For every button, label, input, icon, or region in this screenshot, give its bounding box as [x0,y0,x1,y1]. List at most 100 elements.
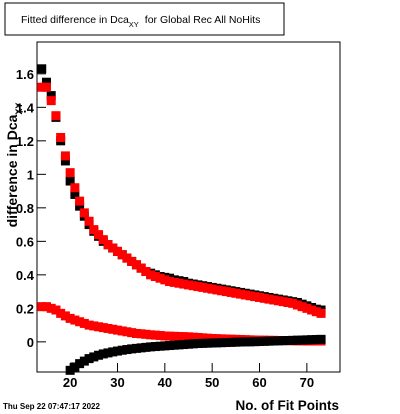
marker [288,298,298,308]
marker [316,308,326,318]
marker [226,287,236,297]
marker [141,342,151,352]
marker [98,235,108,245]
marker [278,297,288,307]
marker [112,346,122,356]
x-tick-label: 40 [158,375,172,390]
marker [240,337,250,347]
marker [141,329,151,339]
marker [37,82,47,92]
marker [84,354,94,364]
marker [70,362,80,372]
marker [117,326,127,336]
marker [165,341,175,351]
marker [122,253,132,263]
marker [94,230,104,240]
marker [250,337,260,347]
marker [89,225,99,235]
marker [245,291,255,301]
marker [84,216,94,226]
marker [174,278,184,288]
marker [302,335,312,345]
marker [89,352,99,362]
marker [37,64,47,74]
y-label-subscript: XY [14,103,24,115]
marker [136,343,146,353]
marker [150,330,160,340]
marker [117,345,127,355]
marker [127,256,137,266]
marker [264,294,274,304]
marker [198,338,208,348]
marker [273,336,283,346]
marker [226,337,236,347]
marker [122,345,132,355]
marker [207,284,217,294]
marker [221,338,231,348]
marker [297,302,307,312]
marker [316,334,326,344]
y-tick-label: 0.8 [16,201,34,216]
marker [146,270,156,280]
marker [127,344,137,354]
marker [184,280,193,290]
marker [56,132,66,142]
plot-frame [36,41,341,373]
marker [198,282,208,292]
marker [188,339,198,349]
marker [283,336,293,346]
marker [112,246,122,256]
marker [259,336,269,346]
marker [184,339,193,349]
x-tick-label: 70 [300,375,314,390]
marker [75,201,85,211]
marker [150,272,160,282]
marker [179,279,189,289]
marker [207,338,217,348]
marker [65,168,75,178]
marker [179,332,189,342]
marker [255,292,265,302]
y-tick-label: 1.2 [16,134,34,149]
marker [165,277,175,287]
y-axis-label: difference in DcaXY [4,103,24,228]
marker [103,323,113,333]
x-axis-label: No. of Fit Points [236,398,340,413]
marker [231,337,241,347]
y-tick-label: 0.6 [16,234,34,249]
marker [70,189,80,199]
marker [41,302,51,312]
y-tick-label: 0.4 [16,268,35,283]
x-tick-label: 20 [63,375,77,390]
marker [250,292,260,302]
marker [94,350,104,360]
marker [65,313,75,323]
marker [37,302,47,312]
marker [212,285,222,295]
marker [94,322,104,332]
x-tick-label: 30 [110,375,124,390]
y-label-main: difference in Dca [4,114,20,227]
marker [169,331,179,341]
marker [198,333,208,343]
y-tick-label: 0.2 [16,301,34,316]
marker [146,330,156,340]
marker [240,290,250,300]
marker [146,342,156,352]
marker [193,332,203,342]
marker [127,328,137,338]
marker [302,303,312,313]
marker [188,332,198,342]
y-tick-label: 0 [27,335,34,350]
marker [150,342,160,352]
marker [202,333,212,343]
marker [155,273,165,283]
marker [307,335,317,345]
marker [46,303,56,313]
marker [297,335,307,345]
marker [245,337,255,347]
marker [269,295,279,305]
marker [103,240,113,250]
marker [75,317,85,327]
marker [75,196,85,206]
